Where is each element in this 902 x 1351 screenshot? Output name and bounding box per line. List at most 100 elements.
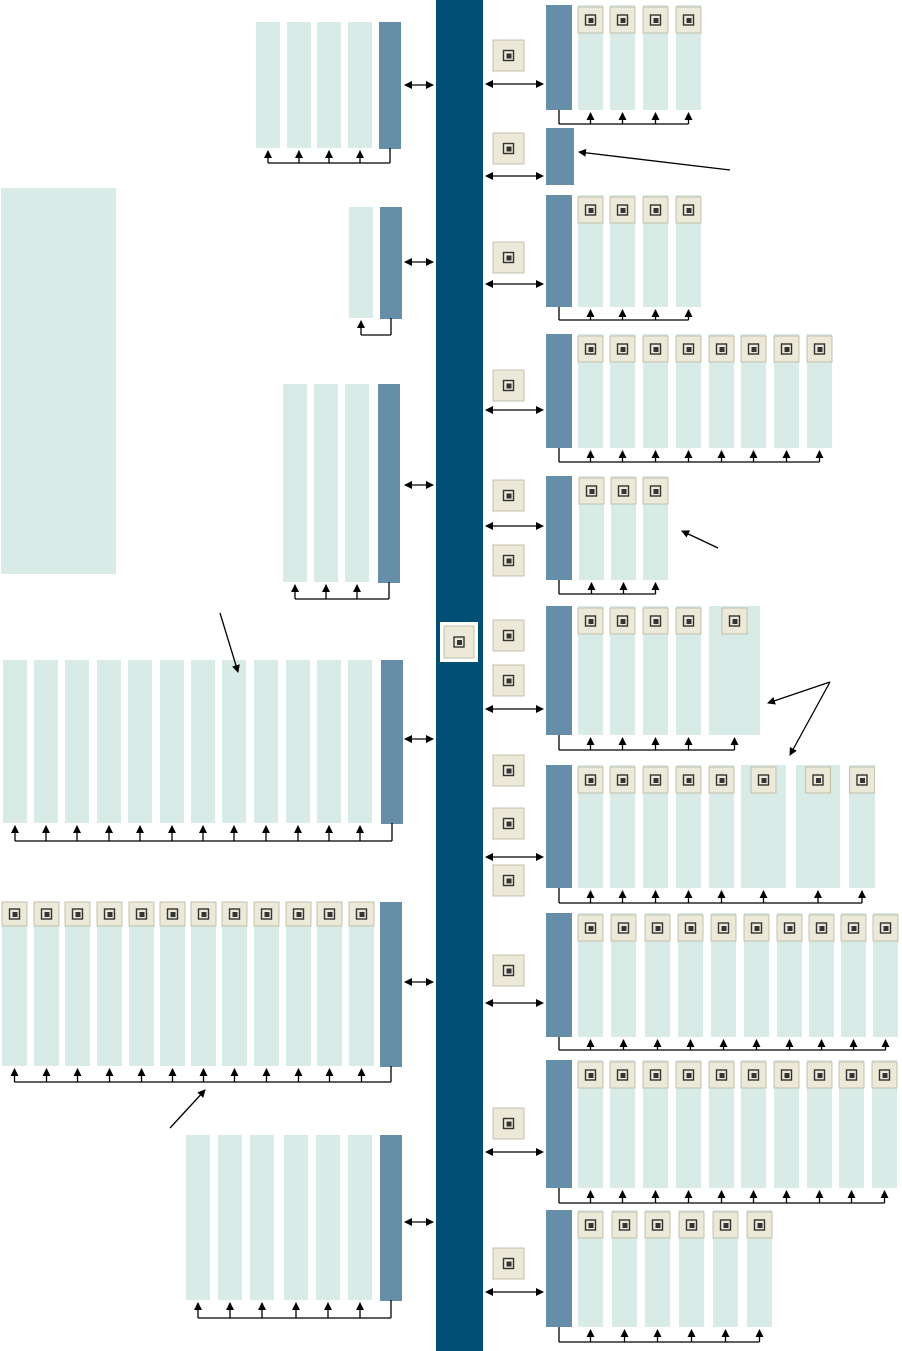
right-group-6-head bbox=[546, 606, 572, 735]
right-group-8-category-icon-glyph-core bbox=[506, 968, 512, 974]
right-group-5-category-icon-glyph-core bbox=[506, 493, 512, 499]
left-group-1-column bbox=[287, 22, 311, 148]
right-group-6-tool-icon-glyph bbox=[616, 615, 629, 627]
right-group-7-category-icon-glyph bbox=[502, 764, 515, 777]
right-group-9-tool-icon-glyph bbox=[584, 1069, 597, 1081]
left-group-5-tool-icon-glyph-core bbox=[201, 912, 207, 917]
right-group-8-tool-icon-glyph-core bbox=[819, 926, 825, 931]
right-group-8-tool-icon-glyph-core bbox=[754, 926, 760, 931]
left-group-5-tool-icon-glyph bbox=[260, 908, 273, 920]
left-group-5-tool-icon bbox=[96, 901, 123, 927]
left-group-5-tool-icon-glyph-core bbox=[359, 912, 365, 917]
left-group-5-column bbox=[129, 902, 154, 1066]
left-group-2-head bbox=[380, 207, 402, 319]
right-group-7-tool-icon-glyph-core bbox=[860, 778, 865, 783]
right-group-3-head bbox=[546, 195, 572, 307]
left-group-1-column bbox=[317, 22, 341, 148]
right-group-9-tool-icon-glyph-core bbox=[751, 1073, 757, 1078]
right-group-6-tool-icon bbox=[642, 607, 669, 635]
right-group-4-tool-icon-glyph-core bbox=[653, 347, 659, 352]
right-group-10-tool-icon bbox=[712, 1211, 739, 1239]
right-group-9-tool-icon-glyph-core bbox=[620, 1073, 626, 1078]
annotation-pointer bbox=[169, 1089, 206, 1129]
right-group-10-category-icon-glyph-core bbox=[506, 1261, 512, 1267]
right-group-9-tool-icon-glyph bbox=[878, 1069, 891, 1081]
left-group-5-tool-icon-glyph-core bbox=[296, 912, 302, 917]
right-group-1-category-icon-glyph bbox=[502, 49, 515, 62]
left-group-5-tool-icon-glyph-core bbox=[44, 912, 50, 917]
right-group-4-tool-icon-glyph bbox=[584, 343, 597, 355]
right-group-7-head bbox=[546, 765, 572, 888]
right-group-9-tool-icon-glyph bbox=[780, 1069, 793, 1081]
right-group-1-tool-icon bbox=[675, 6, 702, 34]
right-group-7-tool-icon-glyph-core bbox=[816, 778, 821, 783]
annotation-pointer bbox=[767, 681, 831, 705]
right-group-3-tool-icon-glyph bbox=[682, 204, 695, 216]
right-group-6-tool-icon-glyph bbox=[649, 615, 662, 627]
right-group-8-tool-icon-glyph-core bbox=[787, 926, 793, 931]
right-group-3-tool-icon-glyph-core bbox=[686, 208, 692, 213]
right-group-10-tool-icon-glyph bbox=[584, 1219, 597, 1231]
left-group-5-tool-icon-glyph-core bbox=[107, 912, 113, 917]
right-group-10-tool-icon-glyph bbox=[753, 1219, 766, 1231]
left-group-4-column bbox=[3, 660, 27, 823]
right-group-4-tool-icon-glyph-core bbox=[620, 347, 626, 352]
right-group-8-tool-icon-glyph bbox=[584, 922, 597, 934]
right-group-7-tool-icon-glyph bbox=[649, 774, 662, 786]
right-group-5-tool-icon-glyph-core bbox=[621, 489, 627, 494]
left-group-6-head bbox=[380, 1135, 402, 1301]
right-group-9-tool-icon-glyph-core bbox=[784, 1073, 790, 1078]
right-group-4-tool-icon-glyph bbox=[780, 343, 793, 355]
left-group-5-tool-icon-glyph bbox=[135, 908, 148, 920]
left-group-5-tool-icon-glyph-core bbox=[327, 912, 333, 917]
left-group-2-column bbox=[349, 207, 373, 318]
right-group-8-tool-icon-glyph bbox=[783, 922, 796, 934]
right-group-7-tool-icon-glyph bbox=[584, 774, 597, 786]
right-group-4-category-icon-glyph-core bbox=[506, 383, 512, 389]
right-group-7-tool-icon-glyph-core bbox=[761, 778, 767, 783]
right-group-6-tool-icon-glyph bbox=[584, 615, 597, 627]
pointer-arrow-icon-glyph bbox=[453, 636, 465, 648]
right-group-8-tool-icon-glyph bbox=[750, 922, 763, 934]
right-group-4-tool-icon bbox=[609, 335, 636, 363]
right-group-9-tool-icon-glyph-core bbox=[817, 1073, 823, 1078]
annotation-pointer bbox=[219, 612, 240, 673]
right-group-6-category-icon-glyph-core bbox=[506, 633, 512, 639]
right-group-9-tool-icon-glyph-core bbox=[719, 1073, 725, 1078]
right-group-1-tool-icon-glyph bbox=[649, 14, 662, 26]
annotation-pointer bbox=[789, 681, 831, 756]
right-group-3-tool-icon-glyph-core bbox=[620, 208, 626, 213]
left-group-4-column bbox=[348, 660, 372, 823]
right-group-4-tool-icon-glyph bbox=[715, 343, 728, 355]
right-group-8-tool-icon-glyph bbox=[651, 922, 664, 934]
right-group-10-category-icon-glyph bbox=[502, 1257, 515, 1270]
right-group-8-tool-icon-glyph bbox=[617, 922, 630, 934]
left-group-5-column bbox=[191, 902, 216, 1066]
right-group-7-category-icon-glyph-core bbox=[506, 821, 512, 827]
right-group-7-tool-icon-glyph-core bbox=[653, 778, 659, 783]
left-group-5-tool-icon-glyph-core bbox=[170, 912, 176, 917]
right-group-8-tool-icon-glyph-core bbox=[721, 926, 727, 931]
right-group-9-tool-icon-glyph-core bbox=[653, 1073, 659, 1078]
right-group-9-tool-icon-glyph bbox=[715, 1069, 728, 1081]
left-group-4-column bbox=[191, 660, 215, 823]
right-group-10-tool-icon-glyph bbox=[685, 1219, 698, 1231]
right-group-1-tool-icon-glyph-core bbox=[588, 18, 594, 23]
right-group-4-tool-icon-glyph-core bbox=[719, 347, 725, 352]
left-group-6-column bbox=[284, 1135, 308, 1300]
right-group-5-category-icon-glyph-core bbox=[506, 558, 512, 564]
left-group-5-tool-icon-glyph bbox=[197, 908, 210, 920]
central-bar bbox=[436, 0, 483, 1351]
right-group-9-head bbox=[546, 1060, 572, 1188]
right-group-6-category-icon bbox=[492, 619, 525, 652]
left-group-4-column bbox=[34, 660, 58, 823]
right-group-1-head bbox=[546, 5, 572, 110]
right-group-7-tool-icon-glyph bbox=[757, 774, 770, 786]
right-group-1-tool-icon-glyph-core bbox=[653, 18, 659, 23]
right-group-6-category-icon-glyph-core bbox=[506, 678, 512, 684]
left-group-5-tool-icon-glyph-core bbox=[12, 912, 18, 917]
right-group-10-tool-icon-glyph-core bbox=[757, 1223, 763, 1228]
right-group-10-tool-icon-glyph bbox=[618, 1219, 631, 1231]
right-group-6-tool-icon-glyph-core bbox=[686, 619, 692, 624]
left-group-5-column bbox=[349, 902, 374, 1066]
